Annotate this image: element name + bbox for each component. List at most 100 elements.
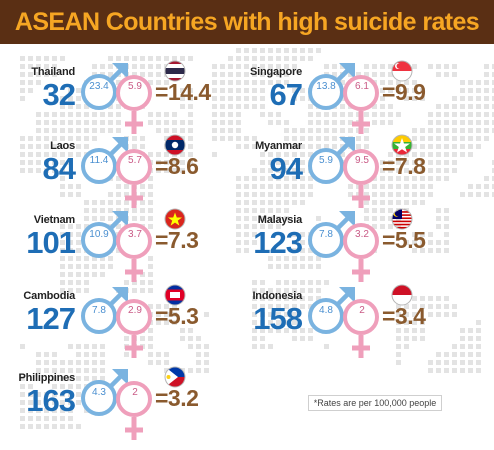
country-entry-philippines: Philippines 163 4.3 2 =3.2	[15, 366, 255, 450]
map-dot	[244, 136, 249, 141]
map-dot	[420, 192, 425, 197]
country-entry-laos: Laos 84 11.4 5.7 =8.6	[15, 134, 255, 220]
map-dot	[44, 416, 49, 421]
map-dot	[484, 136, 489, 141]
map-dot	[52, 64, 57, 69]
map-dot	[252, 232, 257, 237]
map-dot	[404, 152, 409, 157]
map-dot	[68, 264, 73, 269]
map-dot	[68, 384, 73, 389]
map-dot	[164, 168, 169, 173]
map-dot	[380, 120, 385, 125]
map-dot	[268, 296, 273, 301]
map-dot	[108, 104, 113, 109]
map-dot	[140, 192, 145, 197]
map-dot	[236, 248, 241, 253]
map-dot	[436, 296, 441, 301]
map-dot	[76, 192, 81, 197]
country-name: Singapore	[250, 66, 302, 78]
map-dot	[260, 72, 265, 77]
map-dot	[148, 120, 153, 125]
map-dot	[172, 56, 177, 61]
map-dot	[188, 368, 193, 373]
map-dot	[268, 344, 273, 349]
map-dot	[60, 136, 65, 141]
country-name: Thailand	[31, 66, 75, 78]
map-dot	[396, 320, 401, 325]
map-dot	[244, 216, 249, 221]
female-symbol-icon	[343, 299, 379, 358]
map-dot	[284, 48, 289, 53]
map-dot	[188, 152, 193, 157]
map-dot	[36, 408, 41, 413]
country-rank: 67	[269, 77, 303, 112]
philippines-flag-icon	[164, 366, 186, 388]
map-dot	[260, 184, 265, 189]
map-dot	[84, 288, 89, 293]
map-dot	[84, 224, 89, 229]
map-dot	[380, 104, 385, 109]
map-dot	[220, 136, 225, 141]
map-dot	[388, 112, 393, 117]
map-dot	[260, 152, 265, 157]
map-dot	[492, 184, 494, 189]
map-dot	[236, 112, 241, 117]
map-dot	[292, 264, 297, 269]
map-dot	[252, 96, 257, 101]
map-dot	[68, 344, 73, 349]
map-dot	[228, 136, 233, 141]
map-dot	[332, 64, 337, 69]
map-dot	[36, 160, 41, 165]
map-dot	[268, 304, 273, 309]
map-dot	[268, 208, 273, 213]
map-dot	[252, 240, 257, 245]
map-dot	[388, 72, 393, 77]
map-dot	[196, 344, 201, 349]
map-dot	[212, 120, 217, 125]
map-dot	[164, 304, 169, 309]
map-dot	[148, 288, 153, 293]
map-dot	[444, 144, 449, 149]
map-dot	[308, 256, 313, 261]
map-dot	[372, 184, 377, 189]
map-dot	[84, 344, 89, 349]
map-dot	[36, 400, 41, 405]
map-dot	[300, 184, 305, 189]
map-dot	[204, 352, 209, 357]
map-dot	[444, 248, 449, 253]
male-symbol-icon	[81, 63, 128, 110]
map-dot	[412, 80, 417, 85]
map-dot	[244, 144, 249, 149]
map-dot	[68, 88, 73, 93]
map-dot	[252, 288, 257, 293]
map-dot	[36, 152, 41, 157]
map-dot	[276, 224, 281, 229]
map-dot	[324, 144, 329, 149]
singapore-flag-icon	[391, 60, 413, 82]
map-dot	[292, 184, 297, 189]
map-dot	[484, 88, 489, 93]
map-dot	[44, 360, 49, 365]
map-dot	[260, 288, 265, 293]
map-dot	[124, 280, 129, 285]
indonesia-flag-icon	[391, 284, 413, 306]
map-dot	[436, 128, 441, 133]
map-dot	[76, 400, 81, 405]
map-dot	[476, 136, 481, 141]
map-dot	[420, 144, 425, 149]
map-dot	[452, 160, 457, 165]
map-dot	[412, 240, 417, 245]
map-dot	[84, 112, 89, 117]
map-dot	[28, 144, 33, 149]
map-dot	[60, 248, 65, 253]
map-dot	[364, 184, 369, 189]
male-rate-value: 4.8	[319, 305, 333, 316]
map-dot	[212, 112, 217, 117]
map-dot	[420, 240, 425, 245]
map-dot	[164, 352, 169, 357]
map-dot	[460, 88, 465, 93]
map-dot	[436, 176, 441, 181]
male-rate-value: 23.4	[89, 81, 109, 92]
map-dot	[452, 136, 457, 141]
map-dot	[492, 128, 494, 133]
